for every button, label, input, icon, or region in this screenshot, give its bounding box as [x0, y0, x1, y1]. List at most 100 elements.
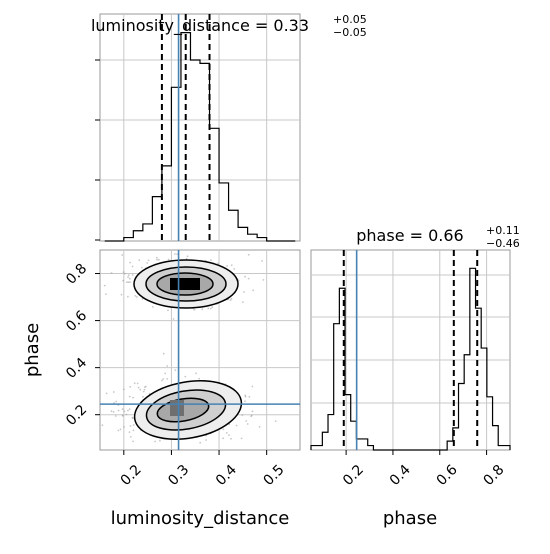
sample-point: [166, 365, 169, 367]
sample-point: [167, 258, 170, 261]
tick-label: 0.6: [434, 462, 461, 489]
sample-point: [128, 395, 131, 398]
sample-point: [230, 437, 232, 440]
sample-point: [161, 379, 163, 382]
sample-point: [117, 429, 120, 432]
tick-label: 0.4: [63, 355, 90, 382]
sample-point: [186, 255, 189, 258]
y-tick-marks: [95, 59, 100, 241]
sample-point: [129, 261, 132, 264]
title-luminosity-distance: luminosity_distance = 0.33: [91, 16, 309, 36]
sample-point: [174, 369, 177, 371]
sample-point: [129, 385, 132, 388]
sample-point: [93, 412, 95, 414]
sample-point: [244, 275, 247, 278]
sample-point: [131, 265, 134, 268]
sample-point: [121, 408, 124, 410]
tick-label: 0.2: [118, 462, 145, 489]
sample-point: [162, 352, 165, 355]
tick-label: 0.5: [261, 462, 288, 489]
sample-point: [244, 400, 246, 403]
sample-point: [229, 299, 232, 301]
title-phase: phase = 0.66: [356, 226, 463, 245]
histogram-steps: [310, 267, 511, 451]
y-tick-labels: 0.2 0.4 0.6 0.8: [63, 261, 100, 429]
sample-point: [185, 257, 188, 260]
sample-point: [241, 414, 244, 416]
sample-point: [246, 423, 249, 425]
sample-point: [222, 428, 225, 431]
sample-point: [122, 271, 125, 273]
histogram-phase: phase = 0.66 +0.11 −0.46 0.2 0.4 0.6 0.8 ph…: [310, 224, 520, 529]
tick-label: 0.3: [165, 462, 192, 489]
sample-point: [195, 372, 198, 375]
sample-point: [228, 434, 230, 436]
sample-point: [119, 428, 122, 431]
sample-point: [122, 388, 125, 391]
sample-point: [115, 400, 118, 403]
sample-point: [240, 437, 243, 440]
sample-point: [135, 296, 138, 298]
sample-point: [128, 277, 131, 280]
tick-label: 0.2: [340, 462, 367, 489]
sample-point: [117, 409, 120, 412]
sample-point: [222, 437, 225, 440]
sample-point: [210, 259, 212, 261]
sample-point: [122, 279, 124, 282]
sample-point: [112, 391, 115, 393]
sample-point: [159, 439, 161, 442]
y-axis-label: phase: [22, 323, 43, 377]
sample-point: [174, 253, 176, 255]
sample-point: [123, 272, 126, 275]
sample-point: [167, 309, 169, 312]
histogram-luminosity-distance: luminosity_distance = 0.33 +0.05 −0.05: [91, 13, 367, 242]
sample-point: [103, 284, 106, 287]
sample-point: [127, 295, 129, 298]
sample-point: [105, 293, 107, 295]
sample-point: [146, 262, 149, 264]
sample-point: [261, 260, 263, 262]
x-tick-labels: 0.2 0.3 0.4 0.5: [118, 450, 288, 489]
sample-point: [87, 295, 89, 297]
x-tick-labels: 0.2 0.4 0.6 0.8: [340, 450, 508, 489]
sample-point: [250, 414, 253, 417]
x-axis-label: phase: [383, 508, 437, 529]
quantile-lines: [160, 14, 211, 241]
sample-point: [207, 307, 210, 310]
sample-point: [136, 382, 139, 385]
sample-point: [198, 377, 201, 380]
sample-point: [101, 424, 104, 427]
sample-point: [205, 439, 208, 441]
tick-label: 0.4: [213, 462, 240, 489]
sample-point: [243, 291, 246, 293]
sample-point: [209, 307, 212, 310]
sample-point: [141, 266, 143, 269]
sample-point: [156, 245, 158, 247]
sample-point: [114, 415, 117, 417]
sample-point: [132, 424, 135, 426]
axes-frame: [99, 13, 301, 242]
sample-point: [274, 420, 277, 422]
sample-point: [258, 426, 261, 428]
sample-point: [132, 429, 135, 432]
title-sub: −0.05: [333, 26, 367, 39]
sample-point: [129, 281, 131, 283]
sample-point: [125, 281, 128, 283]
sample-point: [248, 395, 251, 398]
sample-point: [242, 301, 244, 303]
sample-point: [233, 268, 236, 270]
sample-point: [123, 426, 125, 428]
tick-label: 0.6: [63, 308, 90, 335]
histogram-steps: [104, 32, 296, 242]
sample-point: [184, 375, 187, 378]
sample-point: [155, 256, 158, 259]
sample-point: [193, 309, 196, 311]
sample-point: [230, 264, 233, 267]
sample-point: [138, 259, 141, 262]
sample-point: [244, 394, 247, 397]
sample-point: [123, 410, 126, 413]
sample-point: [127, 276, 129, 278]
sample-point: [121, 415, 124, 417]
